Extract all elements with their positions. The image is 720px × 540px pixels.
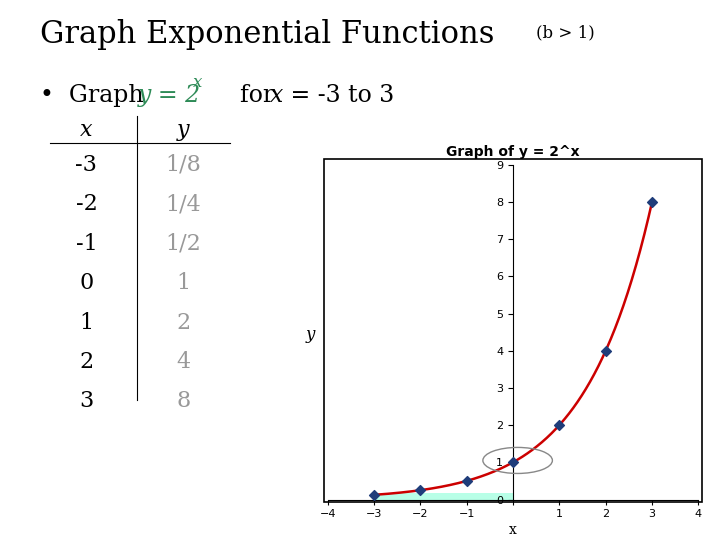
Text: •  Graph: • Graph [40, 84, 150, 107]
Text: 1/8: 1/8 [166, 154, 202, 176]
Text: for: for [210, 84, 282, 107]
Text: x: x [270, 84, 284, 107]
Point [368, 490, 379, 499]
Point [647, 198, 658, 206]
Point [554, 421, 565, 429]
Text: 2: 2 [79, 351, 94, 373]
Text: -1: -1 [76, 233, 97, 255]
Text: -2: -2 [76, 193, 97, 215]
Point [507, 458, 518, 467]
Point [461, 477, 472, 485]
Text: Graph Exponential Functions: Graph Exponential Functions [40, 19, 494, 50]
Text: 1: 1 [79, 312, 94, 334]
Text: 8: 8 [176, 390, 191, 413]
Text: x: x [80, 119, 93, 141]
Text: x: x [193, 74, 202, 91]
Text: -3: -3 [76, 154, 97, 176]
Text: (b > 1): (b > 1) [536, 24, 595, 41]
Point [415, 486, 426, 495]
Text: y: y [306, 326, 315, 343]
Text: 0: 0 [79, 272, 94, 294]
X-axis label: x: x [509, 523, 517, 537]
Text: 1/2: 1/2 [166, 233, 202, 255]
Text: 4: 4 [176, 351, 191, 373]
Text: y: y [177, 119, 190, 141]
Text: y = 2: y = 2 [138, 84, 202, 107]
Bar [374, 493, 513, 500]
Text: 1: 1 [176, 272, 191, 294]
Text: 3: 3 [79, 390, 94, 413]
Text: 1/4: 1/4 [166, 193, 202, 215]
Point [600, 346, 611, 355]
Title: Graph of y = 2^x: Graph of y = 2^x [446, 145, 580, 159]
Text: 2: 2 [176, 312, 191, 334]
Text: = -3 to 3: = -3 to 3 [283, 84, 395, 107]
